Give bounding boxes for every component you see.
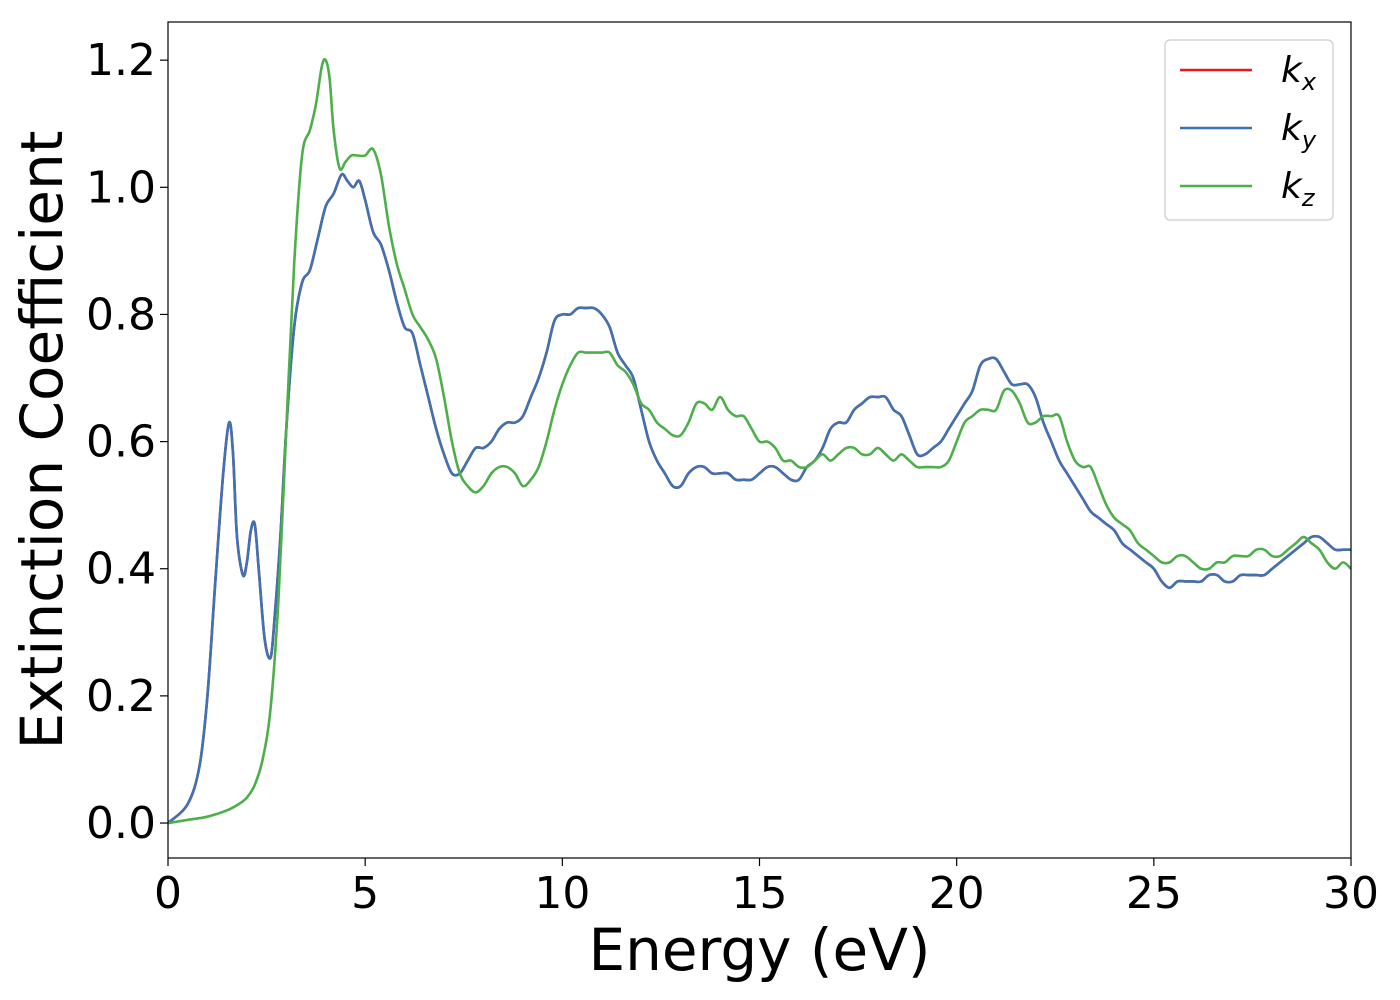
x-tick-label: 0 bbox=[154, 868, 182, 919]
y-tick-label: 0.6 bbox=[86, 417, 156, 468]
y-tick-label: 1.0 bbox=[86, 162, 156, 213]
legend-label-subscript: y bbox=[1301, 126, 1317, 154]
x-tick-label: 15 bbox=[732, 868, 788, 919]
legend-label-base: k bbox=[1281, 108, 1304, 149]
series-layer bbox=[168, 57, 1351, 825]
x-tick-label: 10 bbox=[534, 868, 590, 919]
x-axis-label: Energy (eV) bbox=[588, 916, 930, 984]
y-tick-label: 0.4 bbox=[86, 544, 156, 595]
y-tick-label: 0.2 bbox=[86, 671, 156, 722]
y-axis-label: Extinction Coefficient bbox=[8, 131, 76, 750]
series-line-y bbox=[168, 172, 1351, 825]
y-axis-ticks: 0.0 0.2 0.4 0.6 0.8 1.0 1.2 bbox=[86, 35, 168, 849]
legend-label-base: k bbox=[1281, 50, 1304, 91]
y-tick-label: 1.2 bbox=[86, 35, 156, 86]
legend-label-y: ky bbox=[1281, 108, 1317, 154]
x-axis-ticks: 0 5 10 15 20 25 30 bbox=[154, 858, 1379, 919]
series-line-z bbox=[168, 57, 1351, 825]
y-tick-label: 0.0 bbox=[86, 798, 156, 849]
legend-label-base: k bbox=[1281, 166, 1304, 207]
legend-label-subscript: x bbox=[1301, 68, 1317, 96]
y-tick-label: 0.8 bbox=[86, 289, 156, 340]
x-tick-label: 20 bbox=[929, 868, 985, 919]
x-tick-label: 25 bbox=[1126, 868, 1182, 919]
x-tick-label: 30 bbox=[1323, 868, 1379, 919]
x-tick-label: 5 bbox=[351, 868, 379, 919]
legend-frame bbox=[1164, 39, 1334, 221]
legend-label-z: kz bbox=[1281, 166, 1316, 212]
legend-label-subscript: z bbox=[1301, 184, 1316, 212]
legend-label-x: kx bbox=[1281, 50, 1317, 96]
